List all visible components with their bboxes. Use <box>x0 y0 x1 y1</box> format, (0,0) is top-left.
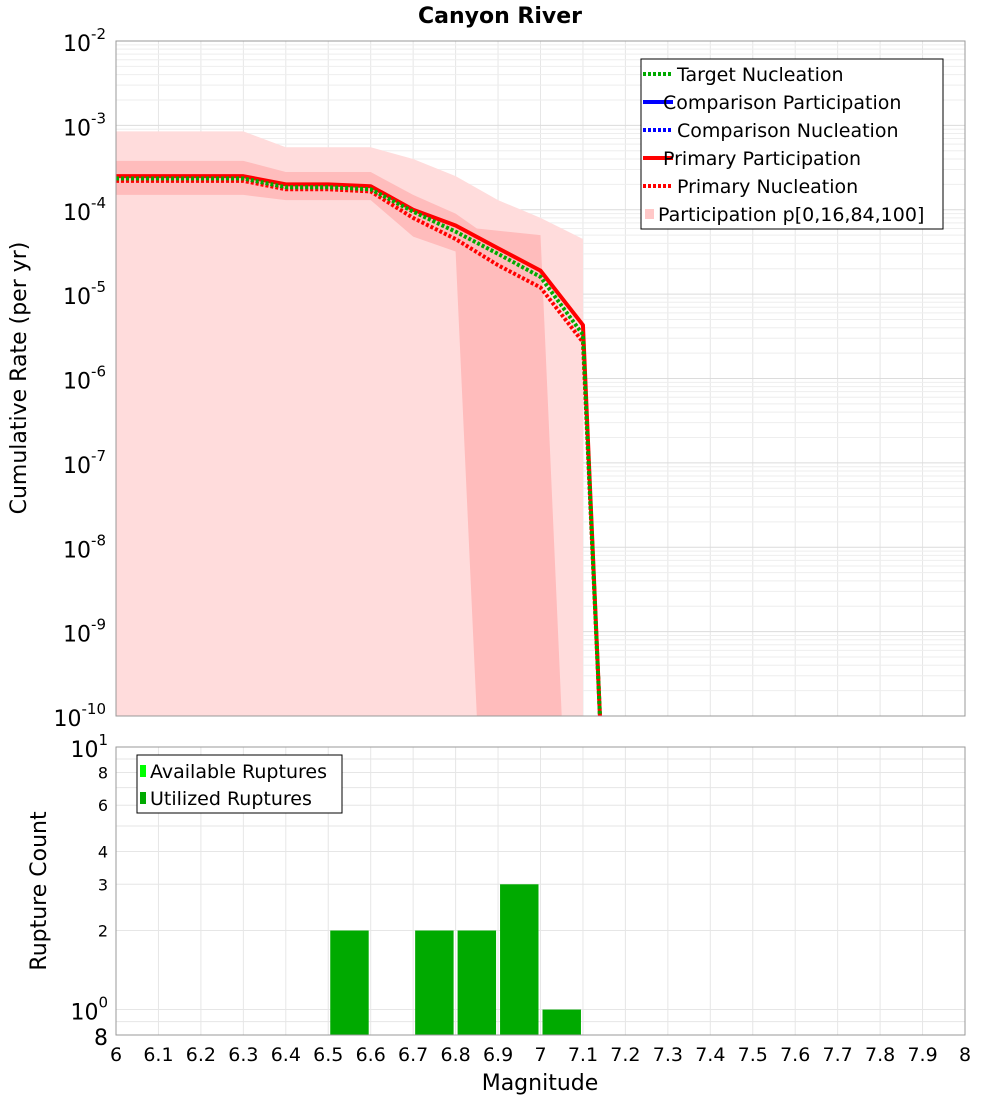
count-y-tick-label: 8 <box>94 1026 108 1051</box>
x-tick-label: 6.4 <box>271 1044 301 1066</box>
count-legend-label-1: Utilized Ruptures <box>150 788 312 810</box>
rate-y-axis-label: Cumulative Rate (per yr) <box>7 242 32 515</box>
rupture-bar <box>500 884 539 1035</box>
count-plot-frame <box>115 746 966 1036</box>
x-tick-label: 7.5 <box>738 1044 768 1066</box>
rate-y-tick-label: 10-4 <box>63 194 106 226</box>
rupture-bar <box>415 930 454 1035</box>
rate-legend-box <box>640 58 944 230</box>
count-y-tick-label: 101 <box>70 731 108 763</box>
x-tick-label: 7.6 <box>780 1044 810 1066</box>
legend-label-3: Primary Participation <box>663 148 861 170</box>
count-y-axis-label: Rupture Count <box>27 811 52 971</box>
count-y-tick-label: 4 <box>98 842 108 861</box>
count-y-tick-label: 100 <box>70 994 108 1026</box>
band-p16-p84 <box>116 160 562 717</box>
count-y-tick-label: 2 <box>98 922 108 941</box>
x-tick-label: 6.5 <box>313 1044 343 1066</box>
x-tick-label: 6 <box>110 1044 122 1066</box>
x-tick-label: 8 <box>959 1044 971 1066</box>
x-axis-label: Magnitude <box>482 1071 599 1096</box>
rate-y-tick-label: 10-9 <box>63 616 106 648</box>
x-tick-label: 7.3 <box>653 1044 683 1066</box>
rate-y-tick-label: 10-5 <box>63 278 106 310</box>
count-legend-label-0: Available Ruptures <box>150 761 327 783</box>
x-tick-label: 7.4 <box>695 1044 725 1066</box>
magnitude-x-ticks: 6 6.1 6.2 6.3 6.4 6.5 6.6 6.7 6.8 6.9 7 7.1 7.2 7.3 7.… <box>110 1044 971 1066</box>
percentile-bands <box>116 131 583 717</box>
x-tick-label: 6.2 <box>186 1044 216 1066</box>
x-tick-label: 6.1 <box>143 1044 173 1066</box>
series-line-1 <box>116 178 602 717</box>
x-tick-label: 7.2 <box>610 1044 640 1066</box>
rate-y-tick-label: 10-2 <box>63 25 106 57</box>
rate-y-tick-label: 10-7 <box>63 447 106 479</box>
x-tick-label: 7.8 <box>865 1044 895 1066</box>
legend-label-1: Comparison Participation <box>663 92 901 114</box>
rate-series <box>116 174 602 717</box>
rate-y-tick-label: 10-6 <box>63 363 106 395</box>
rupture-bar <box>330 930 369 1035</box>
series-line-2 <box>116 176 602 717</box>
rupture-bar <box>542 1009 581 1035</box>
legend-label-4: Primary Nucleation <box>677 176 858 198</box>
x-tick-label: 7.7 <box>823 1044 853 1066</box>
legend-label-5: Participation p[0,16,84,100] <box>658 204 924 226</box>
legend-label-2: Comparison Nucleation <box>677 120 899 142</box>
count-y-tick-label: 3 <box>98 875 108 894</box>
rate-y-tick-label: 10-3 <box>63 109 106 141</box>
count-legend-box <box>136 754 343 814</box>
legend-swatch-band <box>645 209 654 219</box>
rate-legend: Target Nucleation Comparison Participatio… <box>640 58 944 230</box>
count-legend: Available Ruptures Utilized Ruptures <box>136 754 343 814</box>
x-tick-label: 6.8 <box>440 1044 470 1066</box>
rate-y-tick-label: 10-8 <box>63 531 106 563</box>
count-y-tick-label: 6 <box>98 796 108 815</box>
rupture-bars <box>330 884 581 1035</box>
rate-plot-frame <box>115 40 966 717</box>
x-tick-label: 7.1 <box>568 1044 598 1066</box>
x-tick-label: 7 <box>534 1044 546 1066</box>
rupture-bar <box>457 930 497 1035</box>
x-tick-label: 6.6 <box>356 1044 386 1066</box>
x-tick-label: 7.9 <box>907 1044 937 1066</box>
count-legend-swatch-0 <box>140 765 146 777</box>
rate-y-tick-label: 10-10 <box>54 700 107 732</box>
chart-title: Canyon River <box>418 4 582 29</box>
x-tick-label: 6.3 <box>228 1044 258 1066</box>
x-tick-label: 6.7 <box>398 1044 428 1066</box>
count-legend-swatch-1 <box>140 792 146 804</box>
count-y-tick-label: 8 <box>98 763 108 782</box>
legend-label-0: Target Nucleation <box>676 64 844 86</box>
x-tick-label: 6.9 <box>483 1044 513 1066</box>
rate-y-ticks: 10-10 10-9 10-8 10-7 10-6 10-5 10-4 10-3 10-2 <box>54 25 107 732</box>
